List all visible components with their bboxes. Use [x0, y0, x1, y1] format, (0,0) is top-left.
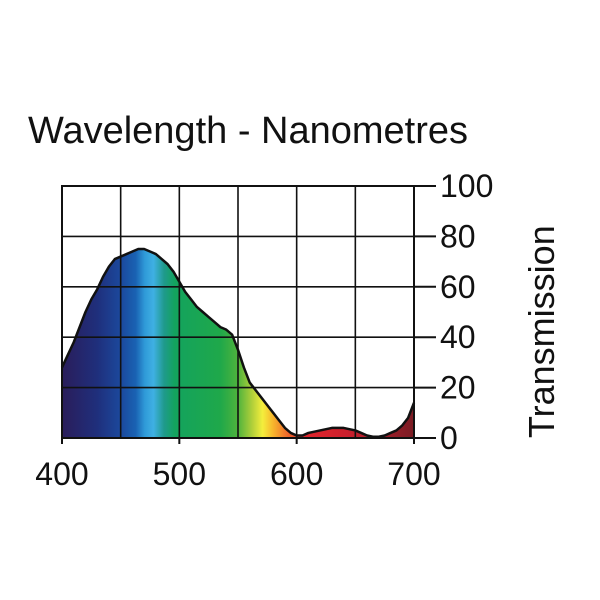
x-tick-label: 500	[153, 456, 206, 492]
y-axis-label: Transmission	[521, 225, 562, 438]
x-tick-label: 700	[387, 456, 440, 492]
y-tick-label: 80	[440, 218, 476, 254]
plot-frame	[61, 185, 415, 439]
y-tick-label: 40	[440, 319, 476, 355]
y-tick-label: 0	[440, 420, 458, 456]
y-tick-label: 20	[440, 370, 476, 406]
x-tick-label: 600	[270, 456, 323, 492]
x-tick-label: 400	[35, 456, 88, 492]
y-tick-label: 60	[440, 269, 476, 305]
y-tick-label: 100	[440, 168, 493, 204]
grid-layer	[61, 185, 415, 439]
tick-layer: 0 20 40 60 80 100 400 500 600 700	[35, 168, 493, 492]
transmission-area-fill	[62, 249, 414, 438]
chart-title: Wavelength - Nanometres	[28, 110, 468, 152]
